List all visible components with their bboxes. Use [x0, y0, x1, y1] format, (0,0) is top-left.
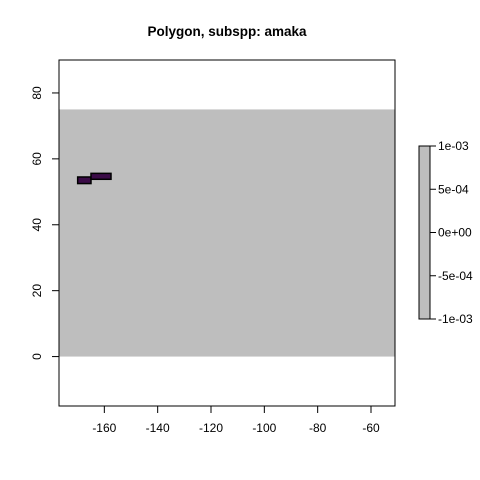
x-tick-label: -120 [199, 421, 223, 435]
y-tick-label: 20 [30, 284, 44, 298]
x-axis: -160 -140 -120 -100 -80 -60 [92, 405, 380, 435]
raster-extent [59, 109, 395, 357]
x-tick-label: -80 [309, 421, 327, 435]
legend: 1e-03 5e-04 0e+00 -5e-04 -1e-03 [418, 139, 473, 326]
legend-ticks: 1e-03 5e-04 0e+00 -5e-04 -1e-03 [430, 139, 473, 326]
chart-title: Polygon, subspp: amaka [147, 24, 307, 39]
legend-tick-label: 0e+00 [438, 226, 472, 240]
amaka-cell-1 [76, 176, 92, 185]
y-axis: 0 20 40 60 80 [30, 86, 60, 360]
plot-area [58, 59, 396, 407]
polygons [76, 172, 112, 185]
legend-tick-label: -5e-04 [438, 269, 473, 283]
y-tick-label: 40 [30, 218, 44, 232]
y-tick-label: 80 [30, 86, 44, 100]
x-tick-label: -100 [252, 421, 276, 435]
legend-tick-label: 1e-03 [438, 139, 469, 153]
y-tick-label: 0 [30, 353, 44, 360]
legend-tick-label: -1e-03 [438, 312, 473, 326]
x-tick-label: -140 [146, 421, 170, 435]
amaka-cell-2 [90, 172, 112, 181]
legend-color-bar [418, 145, 431, 320]
x-tick-label: -60 [362, 421, 380, 435]
x-tick-label: -160 [92, 421, 116, 435]
y-tick-label: 60 [30, 152, 44, 166]
legend-tick-label: 5e-04 [438, 182, 469, 196]
